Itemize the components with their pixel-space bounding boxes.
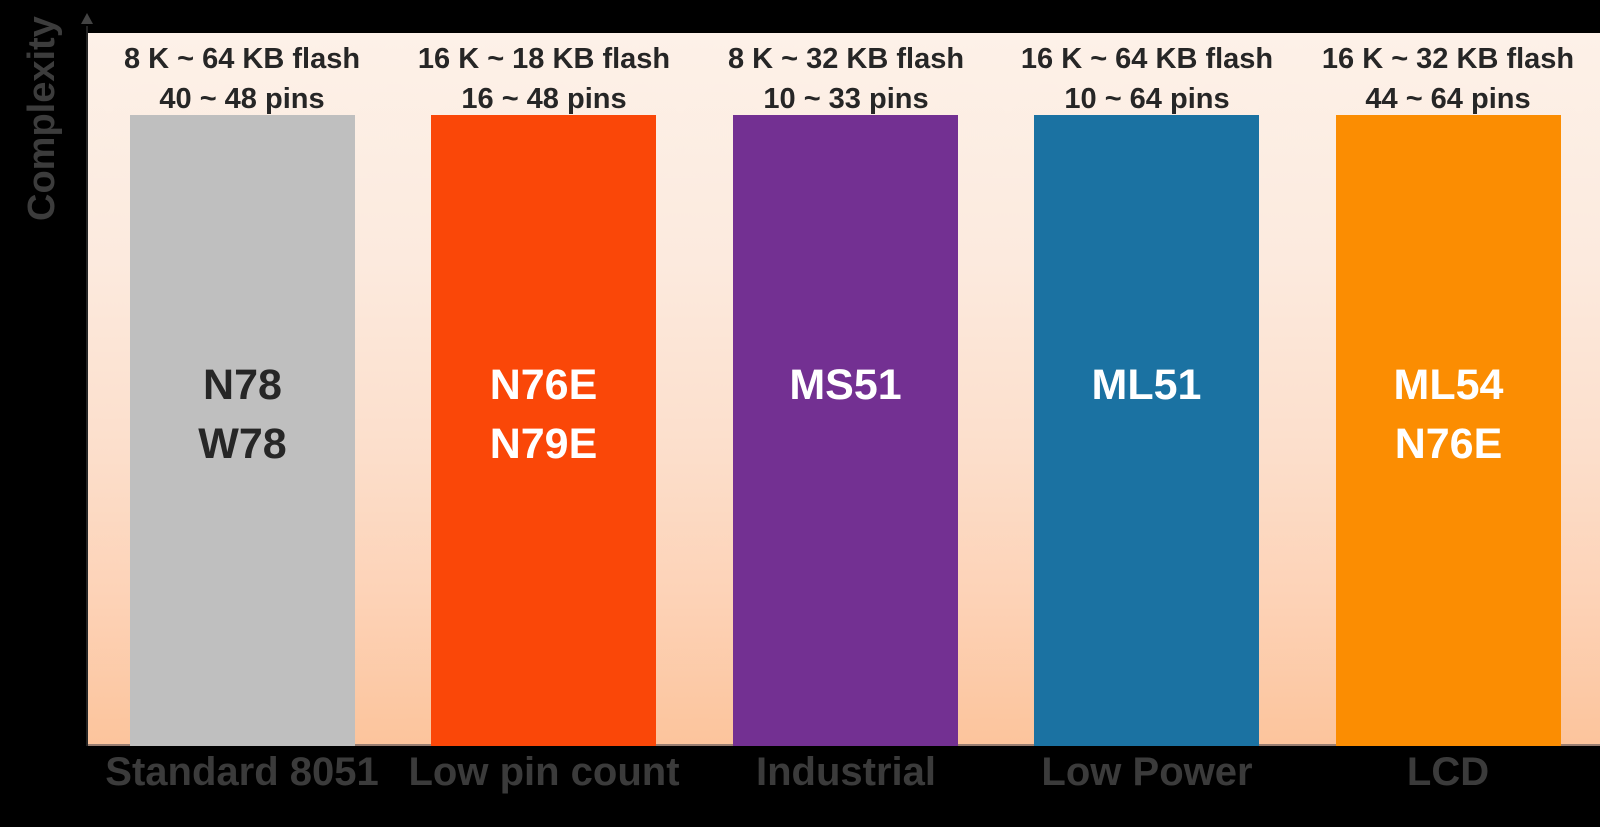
pin-range-label: 40 ~ 48 pins	[159, 83, 325, 115]
y-axis-label: Complexity	[21, 16, 63, 221]
spec-label-industrial: 8 K ~ 32 KB flash 10 ~ 33 pins	[686, 39, 1006, 119]
pin-range-label: 44 ~ 64 pins	[1365, 83, 1531, 115]
chip-name-line1: N78	[203, 361, 282, 409]
spec-label-standard-8051: 8 K ~ 64 KB flash 40 ~ 48 pins	[82, 39, 402, 119]
category-label-standard-8051: Standard 8051	[105, 750, 379, 794]
pin-range-label: 10 ~ 33 pins	[763, 83, 929, 115]
category-label-low-power: Low Power	[1041, 750, 1253, 794]
chip-name-line2: N79E	[489, 420, 598, 468]
bar-lcd: ML54 N76E	[1336, 115, 1561, 746]
category-label-industrial: Industrial	[755, 750, 937, 794]
chip-name-line1: MS51	[789, 361, 902, 409]
y-axis-line	[86, 26, 88, 746]
chip-name-line1: ML54	[1393, 361, 1504, 409]
plot-area: 8 K ~ 64 KB flash 40 ~ 48 pins 16 K ~ 18…	[88, 33, 1600, 746]
chip-names: MS51	[733, 356, 958, 415]
chip-names: N78 W78	[130, 356, 355, 474]
bar-low-power: ML51	[1034, 115, 1259, 746]
bar-low-pin-count: N76E N79E	[431, 115, 656, 746]
flash-range-label: 16 K ~ 18 KB flash	[417, 43, 671, 75]
bar-industrial: MS51	[733, 115, 958, 746]
chip-names: ML54 N76E	[1336, 356, 1561, 474]
flash-range-label: 16 K ~ 64 KB flash	[1020, 43, 1274, 75]
category-label-low-pin-count: Low pin count	[408, 750, 680, 794]
pin-range-label: 16 ~ 48 pins	[461, 83, 627, 115]
chip-names: N76E N79E	[431, 356, 656, 474]
chip-names: ML51	[1034, 356, 1259, 415]
flash-range-label: 8 K ~ 64 KB flash	[123, 43, 361, 75]
spec-label-lcd: 16 K ~ 32 KB flash 44 ~ 64 pins	[1288, 39, 1600, 119]
flash-range-label: 16 K ~ 32 KB flash	[1321, 43, 1575, 75]
pin-range-label: 10 ~ 64 pins	[1064, 83, 1230, 115]
category-label-lcd: LCD	[1406, 750, 1490, 794]
flash-range-label: 8 K ~ 32 KB flash	[727, 43, 965, 75]
spec-label-low-pin-count: 16 K ~ 18 KB flash 16 ~ 48 pins	[384, 39, 704, 119]
chip-name-line1: N76E	[489, 361, 598, 409]
chip-name-line2: N76E	[1394, 420, 1503, 468]
bar-standard-8051: N78 W78	[130, 115, 355, 746]
chip-name-line1: ML51	[1091, 361, 1202, 409]
chip-name-line2: W78	[198, 420, 287, 468]
spec-label-low-power: 16 K ~ 64 KB flash 10 ~ 64 pins	[987, 39, 1307, 119]
y-axis-arrow-icon	[81, 13, 93, 24]
